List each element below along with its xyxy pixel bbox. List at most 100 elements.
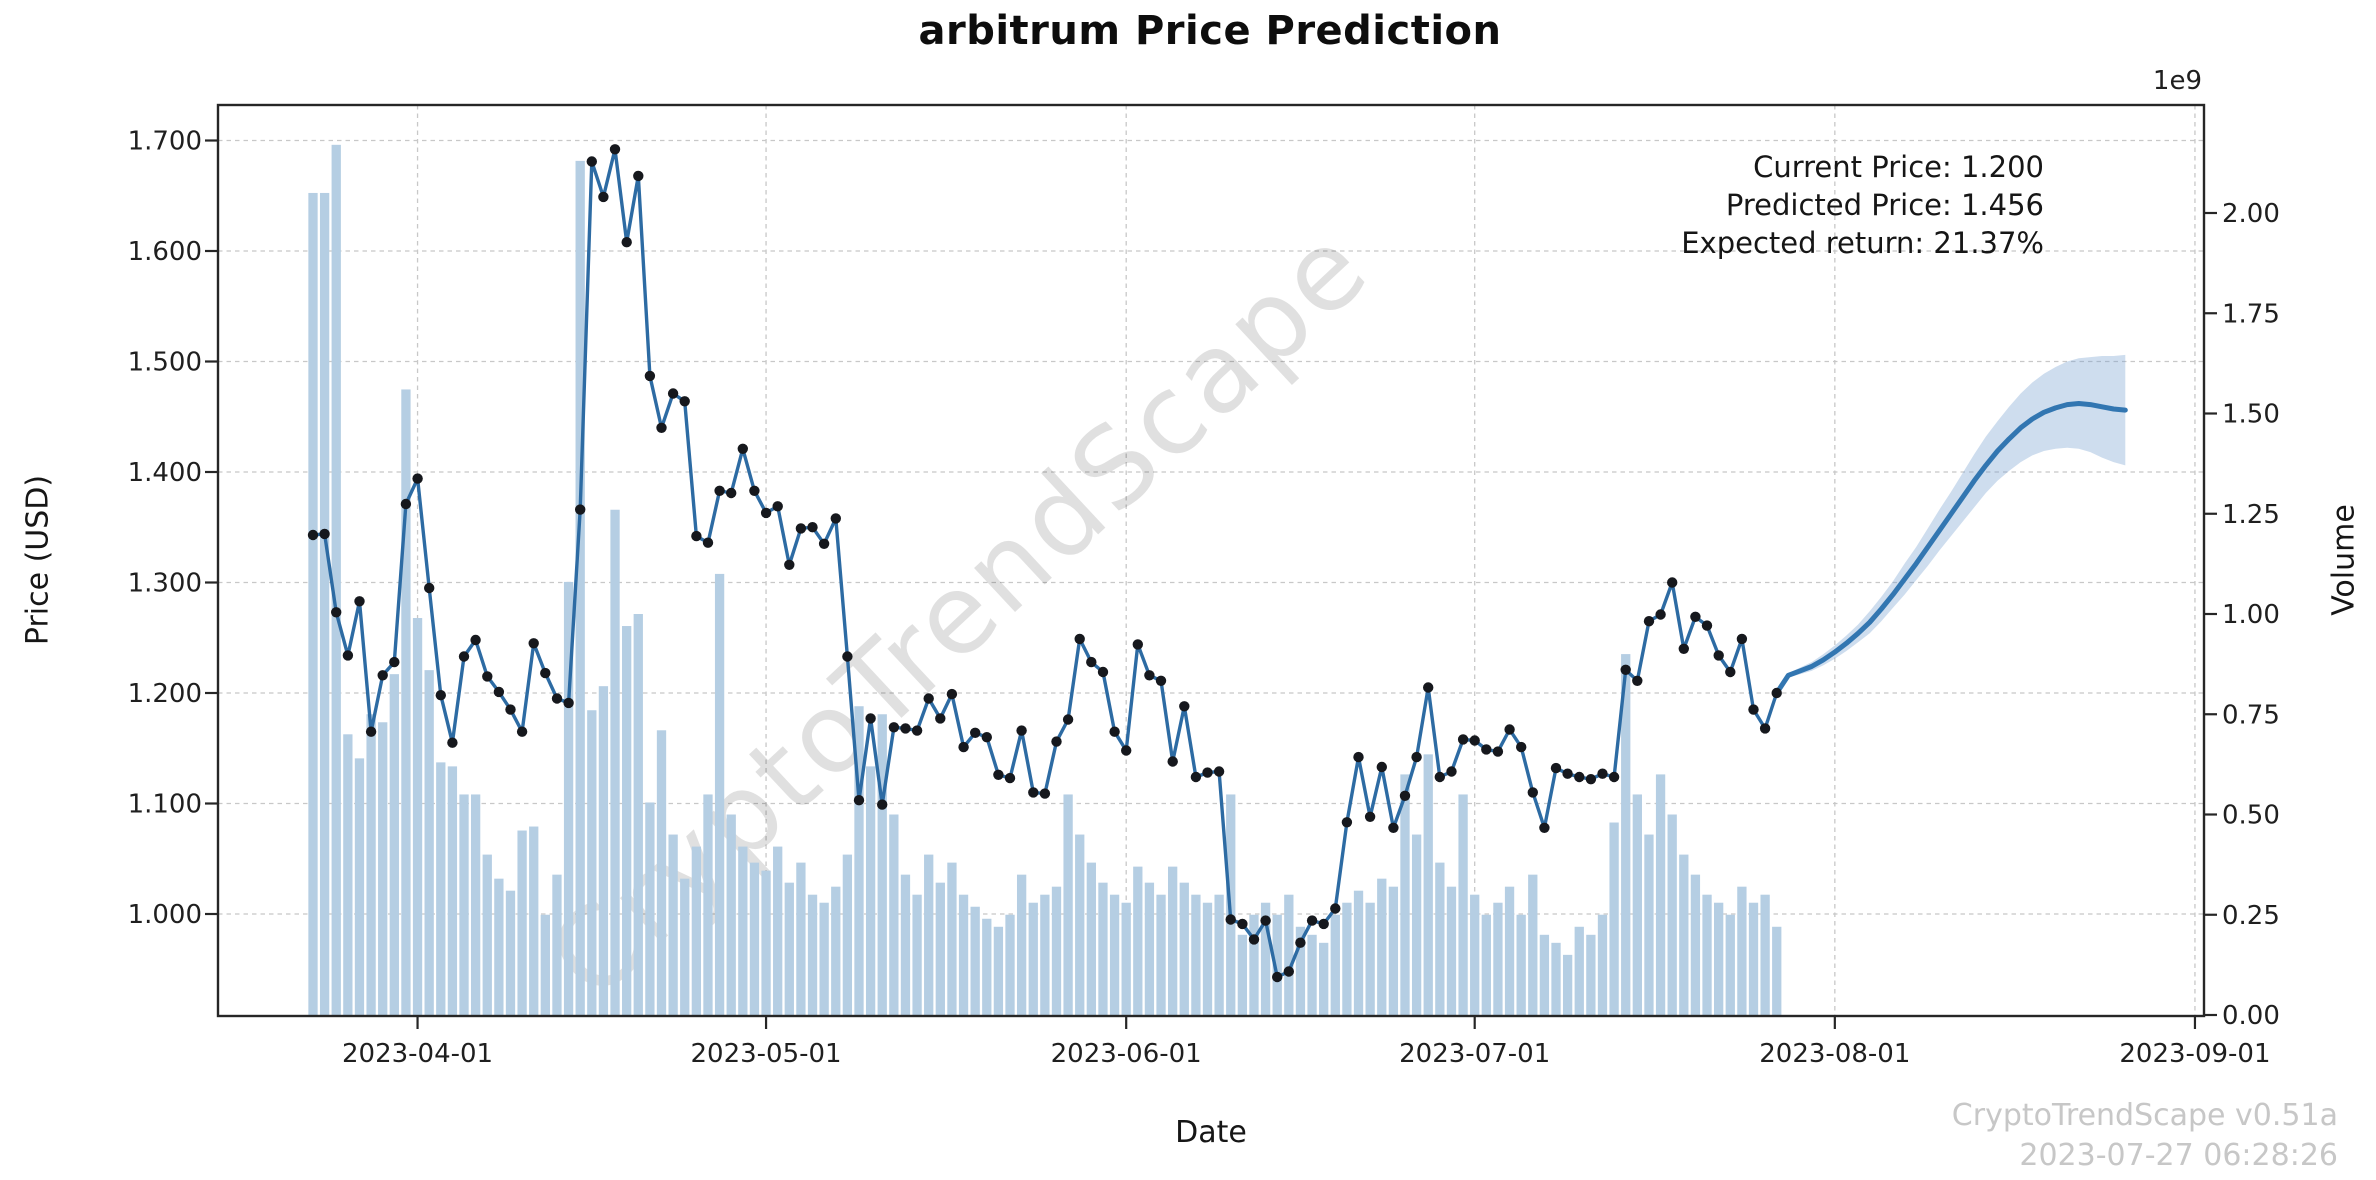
price-point (958, 741, 969, 753)
price-point (911, 725, 923, 736)
price-point (691, 530, 702, 542)
price-point (609, 144, 621, 155)
volume-bar (935, 882, 945, 1016)
volume-bar (1574, 926, 1584, 1016)
price-point (1516, 741, 1527, 753)
price-point (888, 722, 900, 733)
volume-bar (1249, 914, 1259, 1016)
price-point (1771, 687, 1782, 699)
volume-bar (331, 144, 341, 1016)
volume-bar (889, 814, 899, 1016)
volume-bar (401, 389, 411, 1016)
price-point (900, 723, 911, 734)
volume-bar (494, 878, 504, 1016)
price-point (1504, 724, 1515, 735)
price-point (1655, 609, 1666, 620)
volume-bar (865, 766, 876, 1016)
volume-bar (703, 794, 713, 1016)
tick-label: 1.600 (128, 237, 202, 267)
volume-bar (1295, 926, 1306, 1016)
volume-bar (1272, 914, 1282, 1016)
volume-bar (343, 734, 353, 1016)
volume-bar (1435, 862, 1445, 1016)
volume-bar (540, 914, 550, 1016)
tick-label: 1.300 (128, 569, 202, 599)
volume-bar (319, 192, 330, 1016)
volume-bar (645, 802, 655, 1016)
price-point (482, 671, 493, 682)
price-point (818, 538, 830, 549)
price-point (1411, 751, 1422, 763)
volume-bar (587, 710, 597, 1016)
volume-bar (1156, 894, 1166, 1016)
volume-bar (1330, 914, 1340, 1016)
volume-bar (947, 862, 957, 1016)
price-point (807, 522, 818, 533)
volume-bar (1028, 902, 1038, 1016)
price-point (516, 726, 528, 737)
tick-label: 2023-04-01 (342, 1039, 493, 1069)
tick-label: 2023-08-01 (1759, 1039, 1910, 1069)
price-point (795, 523, 807, 534)
price-point (1144, 670, 1155, 681)
volume-bar (1237, 934, 1248, 1016)
price-point (1028, 787, 1039, 798)
price-point (1086, 656, 1097, 668)
price-markers (307, 144, 1782, 983)
footer-app-version: CryptoTrendScape v0.51a (1951, 1098, 2338, 1133)
tick-label: 1.25 (2222, 500, 2280, 530)
price-point (1318, 918, 1329, 930)
price-point (1713, 650, 1724, 661)
volume-bar (1551, 942, 1561, 1016)
volume-bar (412, 618, 423, 1016)
volume-bar (1760, 894, 1770, 1016)
tick-labels: 2023-04-01 2023-05-01 2023-06-01 2023-07-01… (128, 127, 2280, 1070)
price-point (1434, 771, 1446, 783)
volume-bar (1528, 874, 1538, 1016)
price-point (1423, 682, 1434, 693)
tick-label: 1.000 (128, 900, 202, 930)
price-point (1225, 914, 1236, 925)
volume-bar (1040, 894, 1050, 1016)
price-point (1585, 774, 1597, 785)
price-point (1725, 666, 1736, 678)
tick-label: 0.25 (2222, 901, 2280, 931)
price-point (1678, 643, 1690, 654)
price-point (458, 651, 470, 662)
volume-bar (1214, 894, 1224, 1016)
volume-bar (378, 722, 388, 1016)
price-point (1388, 822, 1399, 833)
tick-label: 1.75 (2222, 299, 2280, 329)
price-point (319, 528, 330, 540)
price-point (772, 501, 783, 512)
volume-bar (1411, 834, 1422, 1016)
y-axis-label-price: Price (USD) (20, 474, 56, 646)
price-point (505, 704, 516, 715)
volume-bar (1168, 866, 1178, 1016)
volume-bar (517, 830, 527, 1016)
price-point (1004, 772, 1016, 784)
volume-bar (1621, 654, 1631, 1016)
price-point (1074, 633, 1085, 645)
volume-bar (1458, 794, 1468, 1016)
volume-bar (1075, 834, 1085, 1016)
volume-bar (1597, 914, 1608, 1016)
volume-bar (738, 846, 748, 1016)
volume-bar (598, 686, 609, 1016)
price-point (1121, 745, 1132, 756)
price-point (563, 697, 574, 709)
tick-label: 0.00 (2222, 1001, 2280, 1031)
price-point (540, 667, 551, 679)
volume-bar (1109, 894, 1120, 1016)
price-point (1736, 633, 1748, 645)
price-point (1597, 768, 1608, 779)
price-point (1016, 725, 1027, 736)
price-point (435, 690, 446, 701)
volume-bar (1655, 774, 1666, 1016)
price-point (1492, 746, 1504, 757)
volume-bar (1562, 954, 1573, 1016)
volume-bar (877, 714, 887, 1016)
prediction-annotation: Current Price: 1.200 Predicted Price: 1.… (1681, 148, 2044, 262)
price-point (1574, 771, 1585, 783)
